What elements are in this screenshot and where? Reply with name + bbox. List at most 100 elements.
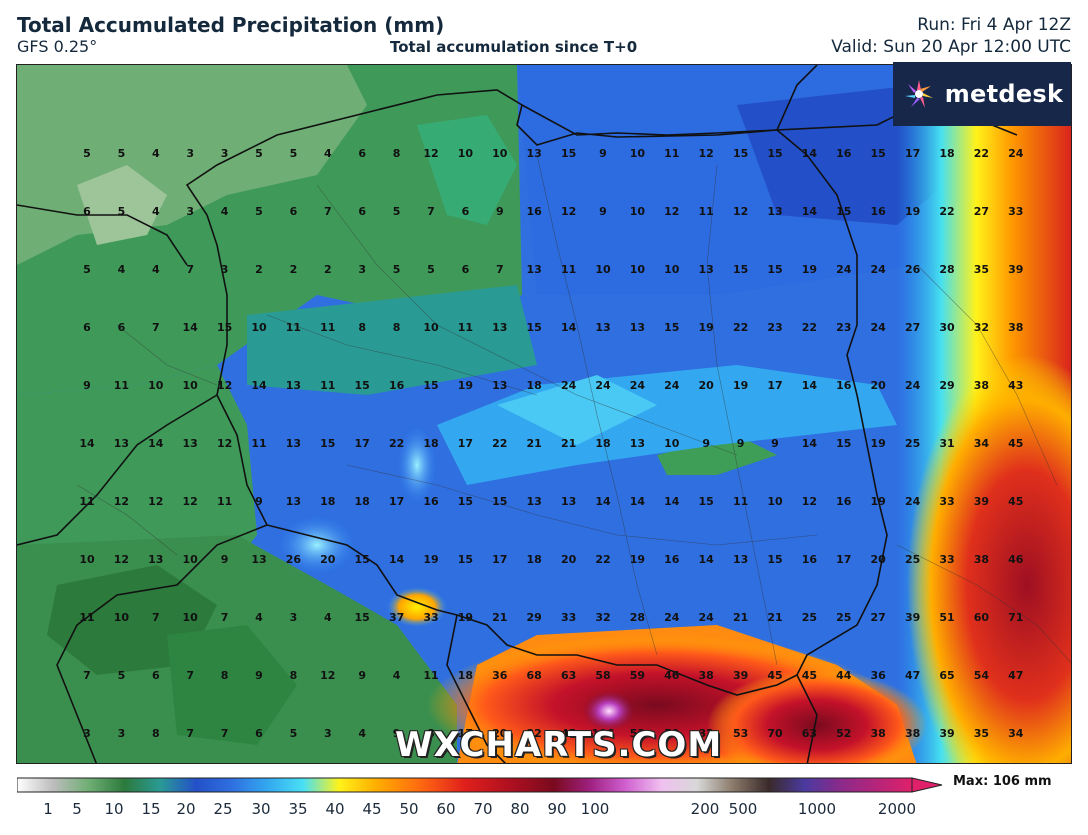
grid-value: 30 xyxy=(939,321,955,334)
grid-value: 7 xyxy=(152,611,160,624)
grid-value: 27 xyxy=(871,611,886,624)
grid-value: 5 xyxy=(290,147,298,160)
grid-value: 10 xyxy=(630,147,646,160)
grid-value: 6 xyxy=(83,205,91,218)
grid-value: 24 xyxy=(595,379,611,392)
grid-value: 3 xyxy=(324,727,332,740)
watermark: WXCHARTS.COM xyxy=(395,725,723,765)
grid-value: 26 xyxy=(286,553,302,566)
grid-value: 17 xyxy=(389,495,404,508)
grid-value: 106 xyxy=(592,727,615,740)
grid-value: 18 xyxy=(595,437,610,450)
grid-value: 8 xyxy=(427,727,435,740)
colorbar-tick-label: 200 xyxy=(690,800,720,818)
grid-value: 34 xyxy=(1008,727,1024,740)
max-peak xyxy=(583,691,635,731)
grid-value: 22 xyxy=(802,321,817,334)
run-label: Run: Fri 4 Apr 12Z xyxy=(917,15,1071,35)
grid-value: 17 xyxy=(836,553,851,566)
grid-value: 18 xyxy=(355,495,370,508)
grid-value: 24 xyxy=(664,379,680,392)
colorbar-tick-label: 35 xyxy=(288,800,308,818)
grid-value: 10 xyxy=(114,611,130,624)
metdesk-logo: metdesk xyxy=(893,62,1071,126)
grid-value: 11 xyxy=(699,205,714,218)
grid-value: 17 xyxy=(458,437,473,450)
grid-value: 38 xyxy=(905,727,920,740)
grid-value: 38 xyxy=(974,379,989,392)
grid-value: 12 xyxy=(217,379,232,392)
model-label: GFS 0.25° xyxy=(17,37,98,56)
grid-value: 58 xyxy=(595,669,610,682)
grid-value: 14 xyxy=(802,205,818,218)
colorbar-tick-label: 40 xyxy=(325,800,345,818)
grid-value: 12 xyxy=(664,205,679,218)
grid-value: 19 xyxy=(423,553,438,566)
grid-value: 6 xyxy=(83,321,91,334)
grid-value: 46 xyxy=(664,669,680,682)
grid-value: 10 xyxy=(767,495,783,508)
grid-value: 34 xyxy=(974,437,990,450)
grid-value: 12 xyxy=(699,147,714,160)
grid-value: 21 xyxy=(561,437,576,450)
grid-value: 71 xyxy=(1008,611,1023,624)
grid-value: 12 xyxy=(183,495,198,508)
grid-value: 15 xyxy=(871,147,886,160)
grid-value: 68 xyxy=(527,669,542,682)
grid-value: 6 xyxy=(358,205,366,218)
grid-value: 15 xyxy=(458,553,473,566)
grid-value: 3 xyxy=(186,205,194,218)
grid-value: 24 xyxy=(836,263,852,276)
grid-value: 47 xyxy=(1008,669,1023,682)
grid-value: 13 xyxy=(561,495,576,508)
colorbar-tick-label: 60 xyxy=(436,800,456,818)
grid-value: 10 xyxy=(251,321,267,334)
grid-value: 15 xyxy=(561,147,576,160)
grid-value: 12 xyxy=(320,669,335,682)
grid-value: 15 xyxy=(458,495,473,508)
precipitation-map: 5 5 4 3 3 5 5 4 6 8 12 10 10 13 15 9 10 11 12 15 15 14 16 15 17 1… xyxy=(16,64,1072,764)
grid-value: 12 xyxy=(802,495,817,508)
grid-value: 36 xyxy=(871,669,887,682)
cyan-blob-center xyxy=(397,425,437,505)
grid-value: 39 xyxy=(733,669,748,682)
colorbar xyxy=(16,776,947,796)
grid-value: 39 xyxy=(905,611,920,624)
grid-value: 15 xyxy=(767,553,782,566)
grid-value: 16 xyxy=(802,553,818,566)
grid-value: 15 xyxy=(355,379,370,392)
grid-value: 19 xyxy=(458,611,473,624)
grid-value: 14 xyxy=(183,321,199,334)
grid-value: 3 xyxy=(83,727,91,740)
grid-value: 47 xyxy=(905,669,920,682)
grid-value: 25 xyxy=(905,553,920,566)
grid-value: 22 xyxy=(939,205,954,218)
grid-value: 4 xyxy=(255,611,263,624)
grid-value: 7 xyxy=(152,321,160,334)
grid-value: 15 xyxy=(836,205,851,218)
grid-value: 11 xyxy=(561,263,576,276)
colorbar-tick-label: 30 xyxy=(251,800,271,818)
grid-value: 18 xyxy=(939,147,954,160)
grid-value: 9 xyxy=(496,205,504,218)
grid-value: 51 xyxy=(939,611,954,624)
colorbar-tick-label: 500 xyxy=(728,800,758,818)
grid-value: 15 xyxy=(664,321,679,334)
grid-value: 2 xyxy=(324,263,332,276)
grid-value: 13 xyxy=(527,495,542,508)
grid-value: 23 xyxy=(836,321,851,334)
colorbar-tick-label: 5 xyxy=(72,800,82,818)
grid-value: 15 xyxy=(423,379,438,392)
grid-value: 12 xyxy=(114,553,129,566)
grid-value: 5 xyxy=(83,263,91,276)
grid-value: 14 xyxy=(561,321,577,334)
grid-value: 63 xyxy=(802,727,817,740)
grid-value: 14 xyxy=(148,437,164,450)
grid-value: 4 xyxy=(152,263,160,276)
grid-value: 22 xyxy=(492,437,507,450)
grid-value: 13 xyxy=(733,553,748,566)
grid-value: 33 xyxy=(939,553,954,566)
grid-value: 10 xyxy=(183,379,199,392)
green-central-patch xyxy=(657,435,777,475)
grid-value: 12 xyxy=(423,147,438,160)
